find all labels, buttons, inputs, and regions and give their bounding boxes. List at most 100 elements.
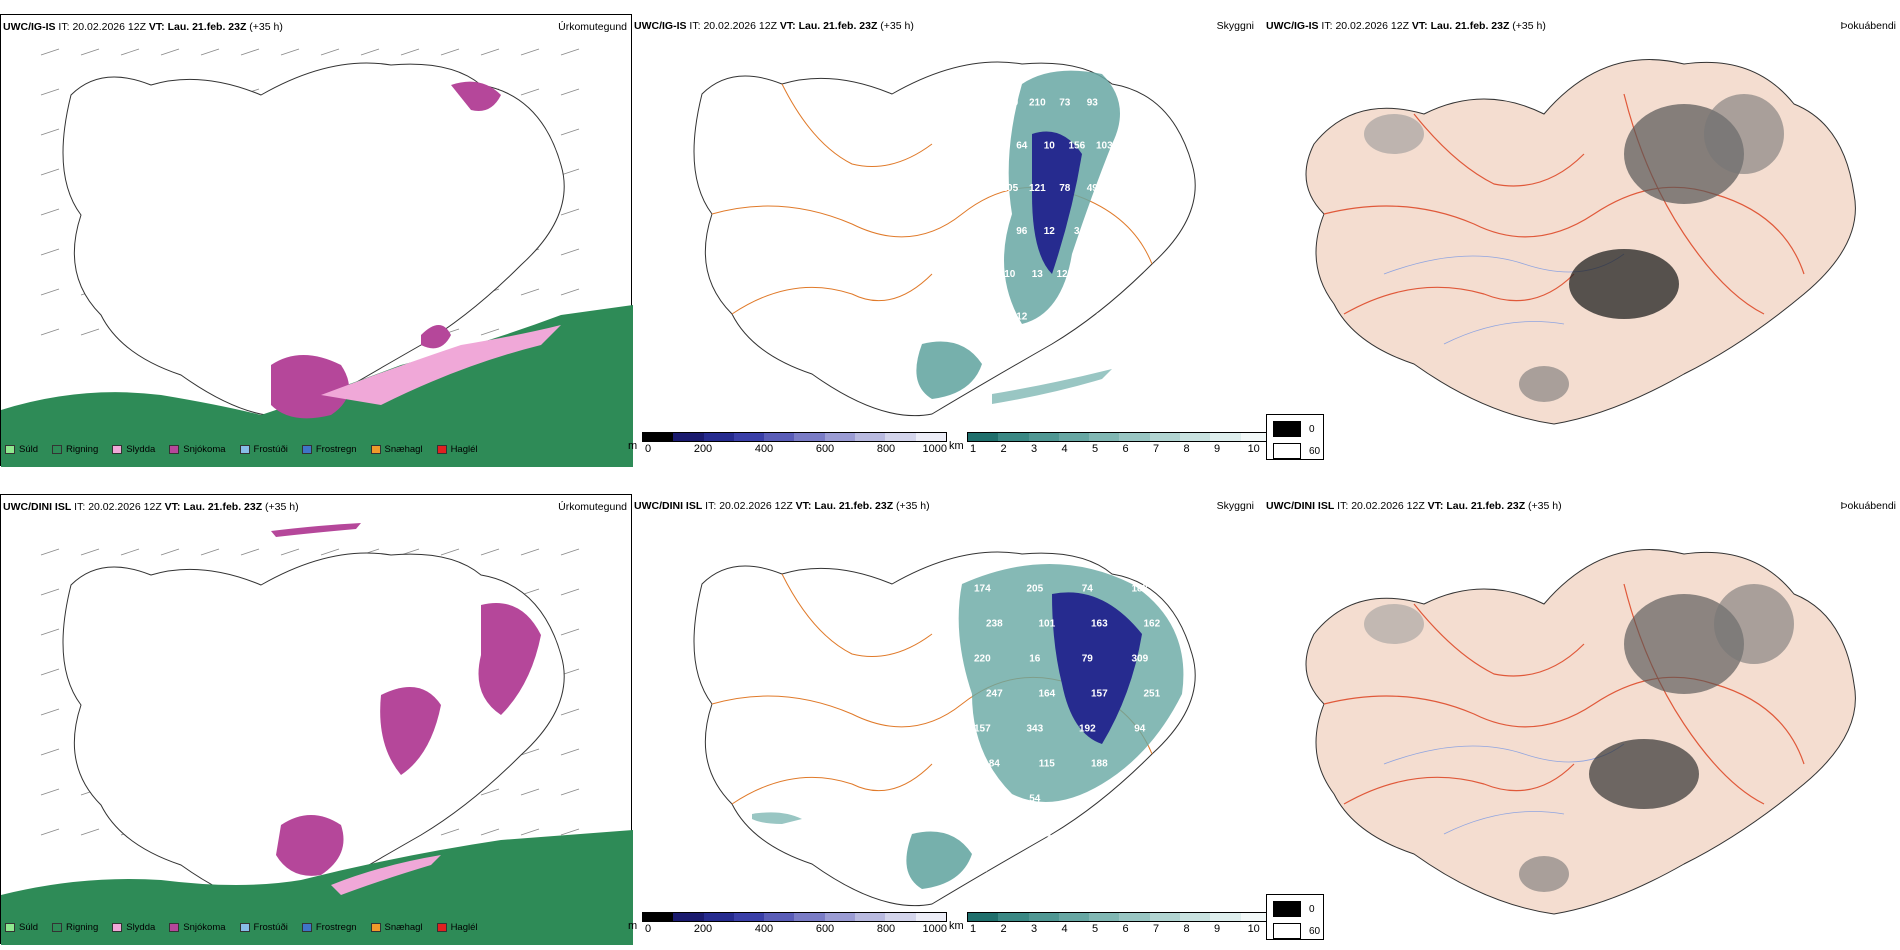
legend-item-snjokoma: Snjókoma [169,922,226,933]
legend-item-snaehagl: Snæhagl [370,444,423,455]
cloud-base-label: 101 [1038,619,1055,630]
cloud-base-label: 79 [1082,654,1094,665]
iceland-precip-map [1,48,633,467]
cloud-base-label: 13 [1032,269,1044,280]
visibility-tick: 2 [1000,443,1007,455]
cloud-base-label: 83 [1044,312,1056,323]
visibility-tick: 1 [970,923,977,935]
iceland-fog-map [1305,59,1856,425]
height-unit: m [628,440,638,452]
cloud-base-label: 156 [1068,140,1085,151]
legend-item-snaehagl: Snæhagl [370,922,423,933]
cloud-base-label: 93 [1087,97,1099,108]
cloud-base-label: 12 [1134,794,1146,805]
iceland-cloud-map: 174 205 74 187 238 101 163 162 220 16 79 309 247 164 1… [693,551,1196,907]
visibility-tick: 4 [1061,443,1068,455]
cloud-base-label: 309 [1131,654,1148,665]
cloud-base-label: 128 [1001,355,1018,366]
cloud-base-label: 10 [1044,140,1056,151]
cloud-base-label: 247 [986,689,1003,700]
height-tick: 1000 [922,443,948,455]
height-tick: 0 [645,923,652,935]
cloud-base-label: 49 [1087,183,1099,194]
height-tick: 200 [693,923,713,935]
legend-item-sudl: Súld [5,922,38,933]
cloud-base-label: 125 [1056,269,1073,280]
cloud-base-label: 103 [974,794,991,805]
cloud-base-label: 157 [974,724,991,735]
visibility-tick: 5 [1092,443,1099,455]
precip-type-legend: Súld Rigning Slydda Snjókoma Frostúði Fr… [5,444,492,455]
cloud-base-label: 174 [974,584,991,595]
visibility-tick: 10 [1247,443,1260,455]
legend-item-slydda: Slydda [112,444,155,455]
fog-legend-label: 60 [1309,925,1321,937]
panel-header: UWC/IG-IS IT: 20.02.2026 12Z VT: Lau. 21… [3,21,283,33]
cloud-visibility-panel-bottom: UWC/DINI ISL IT: 20.02.2026 12Z VT: Lau.… [628,494,1324,944]
height-tick: 600 [815,443,835,455]
precip-type-panel-top: UWC/IG-IS IT: 20.02.2026 12Z VT: Lau. 21… [0,14,633,467]
cloud-base-label: 163 [1091,619,1108,630]
visibility-unit: km [949,920,964,932]
legend-item-haglel: Haglél [436,444,478,455]
cloud-base-label: 64 [977,864,989,875]
height-tick: 400 [754,443,774,455]
legend-item-snjokoma: Snjókoma [169,444,226,455]
cloud-base-label: 12 [1016,312,1028,323]
visibility-tick: 6 [1122,923,1129,935]
legend-item-sudl: Súld [5,444,38,455]
cloud-base-label: 188 [1091,759,1108,770]
height-tick: 1000 [922,923,948,935]
cloud-base-label: 54 [1029,794,1041,805]
visibility-tick: 6 [1122,443,1129,455]
fog-legend-label: 60 [1309,445,1321,457]
cloud-base-label: 71 [1146,829,1158,840]
panel-title: Skyggni [1216,20,1254,32]
visibility-colorbar: km 1 2 3 4 5 6 7 8 9 10 [949,432,1272,456]
panel-title: Úrkomutegund [558,21,627,33]
cloud-base-label: 81 [1087,269,1099,280]
cloud-base-label: 96 [1016,226,1028,237]
cloud-base-label: 162 [1143,619,1160,630]
visibility-tick: 4 [1061,923,1068,935]
cloud-base-label: 94 [1134,724,1146,735]
panel-title: Skyggni [1216,500,1254,512]
cloud-base-label: 10 [1004,269,1016,280]
panel-title: Þokuábendi [1840,500,1896,512]
visibility-tick: 3 [1031,923,1038,935]
cloud-base-label: 205 [1001,183,1018,194]
panel-header: UWC/DINI ISL IT: 20.02.2026 12Z VT: Lau.… [3,501,299,513]
legend-item-frostregn: Frostregn [301,444,357,455]
cloud-base-label: 157 [1091,689,1108,700]
cloud-base-label: 205 [1026,584,1043,595]
visibility-tick: 5 [1092,923,1099,935]
visibility-tick: 3 [1031,443,1038,455]
fog-index-panel-bottom: UWC/DINI ISL IT: 20.02.2026 12Z VT: Lau.… [1264,494,1900,944]
height-colorbar: m 0 200 400 600 800 1000 [628,432,948,456]
cloud-base-label: 16 [1029,654,1041,665]
visibility-tick: 9 [1214,923,1221,935]
cloud-base-label: 279 [1068,312,1085,323]
cloud-base-label: 115 [1039,759,1056,770]
iceland-precip-map [1,523,633,945]
legend-item-slydda: Slydda [112,922,155,933]
visibility-tick: 9 [1214,443,1221,455]
cloud-base-label: 18 [1146,759,1158,770]
visibility-tick: 7 [1153,443,1160,455]
cloud-base-label: 192 [1079,724,1096,735]
panel-header: UWC/IG-IS IT: 20.02.2026 12Z VT: Lau. 21… [634,20,914,32]
visibility-tick: 7 [1153,923,1160,935]
cloud-base-label: 64 [1016,140,1028,151]
cloud-base-label: 220 [974,654,991,665]
visibility-unit: km [949,440,964,452]
panel-title: Úrkomutegund [558,501,627,513]
legend-item-frostudi: Frostúði [239,922,288,933]
visibility-tick: 8 [1183,443,1190,455]
precip-type-panel-bottom: UWC/DINI ISL IT: 20.02.2026 12Z VT: Lau.… [0,494,633,945]
cloud-base-label: 84 [1099,226,1111,237]
height-unit: m [628,920,638,932]
cloud-base-label: 343 [1026,724,1043,735]
cloud-base-label: 103 [1096,140,1113,151]
cloud-base-label: 84 [989,759,1001,770]
visibility-tick: 2 [1000,923,1007,935]
